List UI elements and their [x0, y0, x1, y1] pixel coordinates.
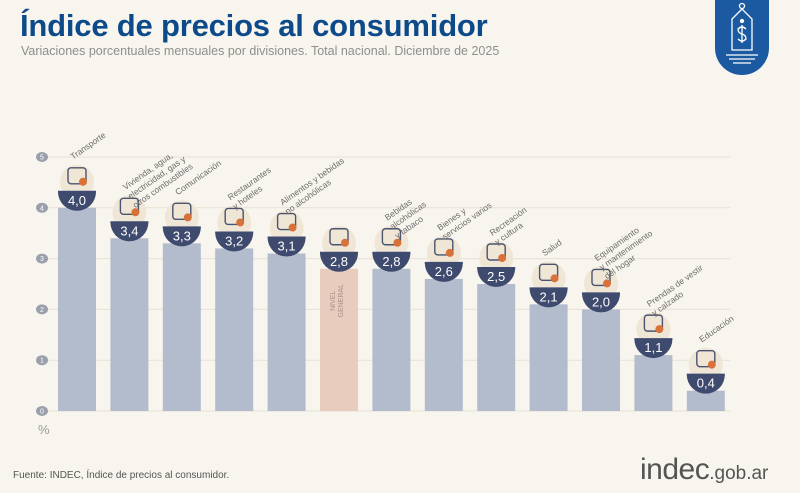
data-label: 0,4: [697, 376, 715, 391]
value-bowl: [686, 374, 725, 394]
value-bowl: [58, 191, 96, 211]
value-bowl: [320, 252, 358, 272]
comb-scissors-icon-glyph: [434, 238, 454, 256]
data-label: 4,0: [68, 193, 86, 208]
value-bowl: [267, 237, 306, 257]
bar: [215, 248, 254, 411]
y-tick-marker: [36, 406, 48, 416]
medical-cross-icon-accent: [550, 274, 559, 283]
bottles-glass-icon-accent: [393, 238, 402, 247]
data-label: 3,3: [173, 228, 191, 243]
value-bowl: [162, 227, 201, 247]
brand-main: indec: [640, 453, 710, 486]
food-icon-accent: [288, 223, 297, 232]
y-tick-marker: [36, 152, 48, 162]
lightbulb-tools-icon-glyph: [119, 197, 140, 215]
notebook-icon-glyph: [696, 349, 716, 368]
appliance-icon-glyph: [591, 268, 611, 287]
bar: [110, 238, 149, 411]
y-tick-label: 1: [40, 358, 44, 365]
y-tick-marker: [36, 355, 48, 366]
brand-suffix: .gob.ar: [709, 463, 769, 484]
bottles-glass-icon-glyph: [381, 228, 402, 246]
highlight-label: NIVEL: [330, 291, 337, 311]
y-tick-marker: [36, 202, 48, 213]
bar: [162, 243, 201, 411]
y-tick-label: 2: [40, 307, 44, 314]
bar: [372, 268, 411, 411]
y-tick-marker: [36, 253, 48, 264]
page-subtitle: Variaciones porcentuales mensuales por d…: [21, 44, 500, 58]
value-bowl: [110, 222, 149, 242]
food-icon-glyph: [276, 212, 297, 231]
value-bowl: [372, 252, 411, 272]
bar: [424, 278, 463, 411]
car-icon-accent: [79, 177, 87, 186]
lightbulb-tools-icon-accent: [131, 208, 140, 217]
y-tick-label: 4: [40, 205, 44, 212]
y-tick-label: 0: [40, 409, 44, 416]
data-label: 3,2: [225, 233, 243, 248]
data-label: 2,5: [487, 269, 505, 284]
indec-logo: indec.gob.ar: [640, 453, 768, 487]
plate-cutlery-icon-accent: [236, 218, 245, 227]
value-bowl: [215, 232, 254, 252]
data-label: 1,1: [644, 340, 662, 355]
notebook-icon-accent: [707, 360, 716, 369]
shopping-basket-icon-accent: [341, 238, 349, 247]
category-label: Salud: [540, 237, 564, 258]
bar: [320, 268, 358, 411]
bar: [634, 355, 673, 411]
page-title: Índice de precios al consumidor: [20, 8, 488, 43]
y-tick-label: 5: [40, 155, 44, 162]
indec-badge: [715, 0, 769, 75]
value-bowl: [477, 268, 516, 287]
medical-cross-icon-glyph: [538, 263, 559, 282]
value-bowl: [582, 293, 620, 313]
bar: [686, 390, 725, 411]
car-icon-glyph: [67, 167, 87, 185]
y-tick-label: 3: [40, 256, 44, 263]
bar: [529, 304, 568, 411]
smartphone-icon-glyph: [172, 202, 192, 221]
data-label: 2,8: [382, 254, 400, 269]
category-label: Educación: [697, 313, 735, 344]
smartphone-icon-accent: [183, 213, 192, 222]
bar: [58, 207, 96, 411]
data-label: 2,6: [435, 264, 453, 279]
data-label: 2,0: [592, 294, 610, 309]
umbrella-sun-icon-accent: [498, 254, 507, 262]
umbrella-sun-icon-glyph: [486, 243, 506, 261]
value-bowl: [424, 262, 463, 282]
value-bowl: [634, 339, 673, 359]
plate-cutlery-icon-glyph: [224, 207, 244, 226]
bar: [582, 309, 620, 411]
tshirt-icon-glyph: [643, 314, 664, 332]
tshirt-icon-accent: [655, 325, 664, 334]
y-tick-marker: [36, 304, 48, 315]
data-label: 2,1: [540, 289, 558, 304]
data-label: 3,1: [278, 239, 296, 254]
comb-scissors-icon-accent: [445, 248, 454, 257]
value-bowl: [529, 288, 568, 308]
source-note: Fuente: INDEC, Índice de precios al cons…: [13, 470, 230, 481]
data-label: 2,8: [330, 254, 348, 269]
highlight-label: GENERAL: [338, 284, 345, 318]
price-tag-dollar-icon: [726, 2, 758, 64]
shopping-basket-icon-glyph: [329, 228, 349, 246]
bar: [477, 284, 516, 411]
appliance-icon-accent: [603, 279, 611, 288]
y-unit-label: %: [38, 422, 50, 437]
data-label: 3,4: [120, 223, 138, 238]
bar: [267, 253, 306, 411]
